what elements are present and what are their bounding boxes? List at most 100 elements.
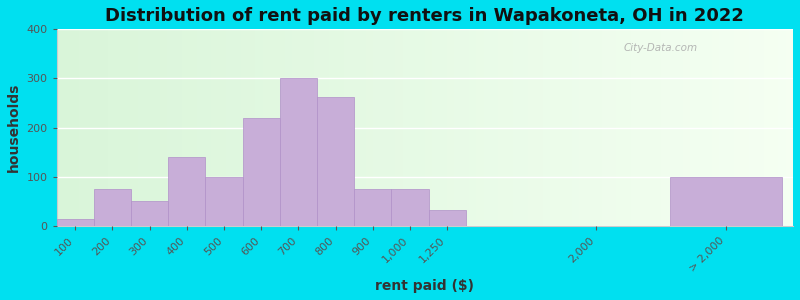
Bar [218, 29, 226, 226]
Bar [653, 29, 661, 226]
Bar [609, 29, 616, 226]
Bar [682, 29, 690, 226]
Bar [572, 29, 579, 226]
Bar [138, 29, 145, 226]
Title: Distribution of rent paid by renters in Wapakoneta, OH in 2022: Distribution of rent paid by renters in … [106, 7, 744, 25]
Bar [329, 29, 337, 226]
Bar [498, 29, 506, 226]
Bar [756, 29, 763, 226]
Bar [410, 29, 418, 226]
Bar [447, 29, 454, 226]
Bar [542, 29, 550, 226]
Bar [270, 29, 278, 226]
Bar [317, 97, 354, 226]
Bar [705, 29, 712, 226]
Bar [646, 29, 653, 226]
Bar [204, 29, 211, 226]
Bar [211, 29, 218, 226]
Bar [358, 29, 366, 226]
Bar [469, 29, 477, 226]
Bar [521, 29, 528, 226]
Bar [351, 29, 358, 226]
Bar [719, 29, 726, 226]
Bar [190, 29, 197, 226]
Bar [631, 29, 638, 226]
Bar [462, 29, 469, 226]
Bar [280, 79, 317, 226]
Text: City-Data.com: City-Data.com [624, 43, 698, 53]
Bar [381, 29, 388, 226]
Bar [778, 29, 786, 226]
Bar [344, 29, 351, 226]
Bar [579, 29, 587, 226]
Bar [64, 29, 71, 226]
Bar [152, 29, 160, 226]
Bar [145, 29, 152, 226]
Bar [182, 29, 190, 226]
Bar [514, 29, 521, 226]
Bar [366, 29, 374, 226]
Bar [241, 29, 248, 226]
Bar [734, 29, 742, 226]
Bar [624, 29, 631, 226]
Bar [763, 29, 771, 226]
Bar [726, 29, 734, 226]
Bar [771, 29, 778, 226]
Bar [477, 29, 484, 226]
Bar [670, 177, 782, 226]
Bar [123, 29, 130, 226]
Bar [484, 29, 491, 226]
Bar [374, 29, 381, 226]
Bar [391, 189, 429, 226]
Bar [698, 29, 705, 226]
Bar [285, 29, 292, 226]
Bar [388, 29, 395, 226]
Bar [786, 29, 793, 226]
Bar [130, 29, 138, 226]
Bar [115, 29, 123, 226]
Bar [322, 29, 329, 226]
Bar [226, 29, 234, 226]
Bar [742, 29, 749, 226]
Bar [314, 29, 322, 226]
Bar [402, 29, 410, 226]
Bar [550, 29, 558, 226]
Bar [565, 29, 572, 226]
Bar [263, 29, 270, 226]
Bar [616, 29, 624, 226]
Bar [712, 29, 719, 226]
Bar [292, 29, 300, 226]
Bar [395, 29, 402, 226]
Bar [94, 189, 131, 226]
Bar [78, 29, 86, 226]
Bar [300, 29, 307, 226]
Bar [594, 29, 602, 226]
Bar [661, 29, 668, 226]
Bar [528, 29, 535, 226]
Bar [174, 29, 182, 226]
Bar [425, 29, 432, 226]
Bar [168, 157, 206, 226]
Bar [675, 29, 682, 226]
Bar [638, 29, 646, 226]
Bar [86, 29, 94, 226]
Bar [160, 29, 167, 226]
Bar [248, 29, 255, 226]
Bar [234, 29, 241, 226]
Bar [108, 29, 115, 226]
Bar [602, 29, 609, 226]
Bar [101, 29, 108, 226]
Bar [429, 210, 466, 226]
Bar [131, 201, 168, 226]
Bar [354, 189, 391, 226]
Bar [255, 29, 263, 226]
Bar [749, 29, 756, 226]
Y-axis label: households: households [7, 83, 21, 172]
Bar [506, 29, 514, 226]
Bar [690, 29, 698, 226]
Bar [432, 29, 439, 226]
Bar [242, 118, 280, 226]
Bar [587, 29, 594, 226]
Bar [535, 29, 542, 226]
Bar [418, 29, 425, 226]
